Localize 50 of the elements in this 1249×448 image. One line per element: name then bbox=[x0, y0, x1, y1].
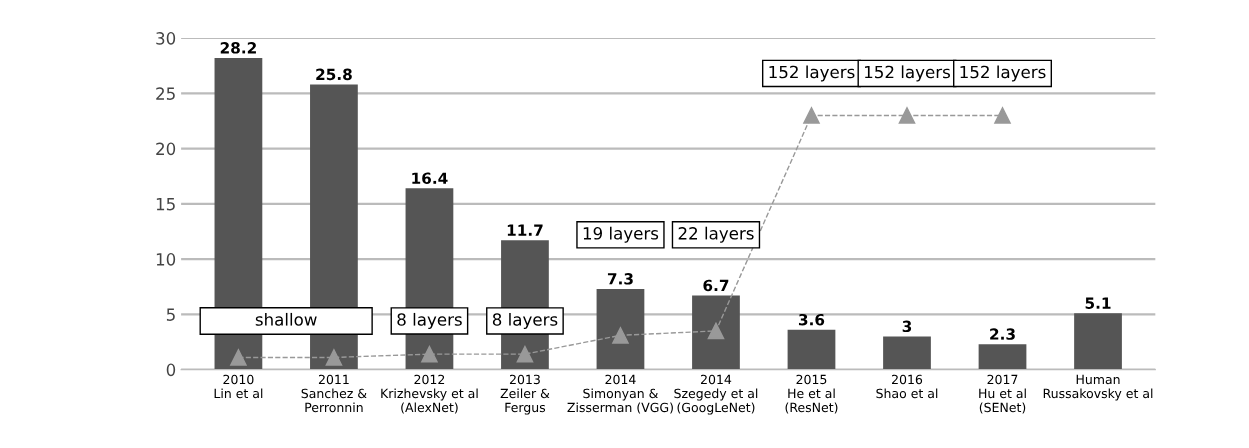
bar bbox=[978, 344, 1027, 370]
data-label: 6.7 bbox=[703, 279, 729, 292]
annotation: 8 layers bbox=[492, 312, 558, 330]
x-tick-label: Human Russakovsky et al bbox=[1043, 374, 1153, 401]
annotation: 22 layers bbox=[678, 226, 754, 243]
x-tick-label: 2017 Hu et al (SENet) bbox=[979, 374, 1026, 414]
data-label: 5.1 bbox=[1085, 297, 1111, 309]
point bbox=[898, 107, 916, 124]
point bbox=[230, 349, 247, 366]
point bbox=[994, 107, 1011, 124]
data-label: 3 bbox=[902, 320, 912, 333]
bar bbox=[1074, 313, 1122, 370]
point bbox=[707, 322, 725, 340]
x-tick-label: 2011 Sanchez & Perronnin bbox=[301, 374, 367, 413]
bar bbox=[787, 329, 836, 370]
annotation: 152 layers bbox=[769, 65, 855, 82]
data-label: 2.3 bbox=[990, 328, 1015, 340]
data-label: 11.7 bbox=[507, 224, 543, 236]
x-tick-label: 2010 Lin et al bbox=[214, 374, 263, 399]
x-tick-label: 2014 Simonyan & Zisserman (VGG) bbox=[567, 374, 673, 414]
annotation: 19 layers bbox=[583, 226, 659, 243]
x-tick-label: 2016 Shao et al bbox=[876, 374, 938, 399]
point bbox=[516, 345, 534, 363]
x-tick-label: 2014 Szegedy et al (GoogLeNet) bbox=[674, 374, 758, 415]
x-tick-label: 2012 Krizhevsky et al (AlexNet) bbox=[381, 374, 478, 414]
data-label: 7.3 bbox=[607, 273, 633, 285]
point bbox=[612, 327, 629, 344]
x-tick-label: 2013 Zeiler & Fergus bbox=[500, 374, 550, 415]
y-tick-label: 10 bbox=[156, 253, 176, 266]
point bbox=[803, 107, 820, 124]
y-tick-label: 20 bbox=[156, 142, 176, 156]
annotation: shallow bbox=[255, 312, 317, 326]
point bbox=[421, 345, 438, 363]
annotation: 152 layers bbox=[960, 65, 1046, 82]
annotation: 8 layers bbox=[397, 312, 462, 330]
y-tick-label: 15 bbox=[156, 198, 175, 211]
annotation: 152 layers bbox=[865, 65, 950, 82]
y-tick-label: 25 bbox=[156, 87, 175, 100]
point bbox=[325, 349, 343, 366]
data-label: 25.8 bbox=[316, 68, 352, 81]
y-tick-label: 30 bbox=[156, 32, 176, 45]
data-label: 16.4 bbox=[412, 172, 448, 185]
data-label: 28.2 bbox=[220, 42, 256, 54]
x-tick-label: 2015 He et al (ResNet) bbox=[785, 374, 838, 414]
bar bbox=[692, 295, 740, 370]
y-tick-label: 5 bbox=[166, 308, 175, 321]
y-tick-label: 0 bbox=[166, 363, 176, 377]
data-label: 3.6 bbox=[798, 313, 825, 326]
bar bbox=[596, 288, 645, 370]
bar bbox=[883, 336, 931, 370]
